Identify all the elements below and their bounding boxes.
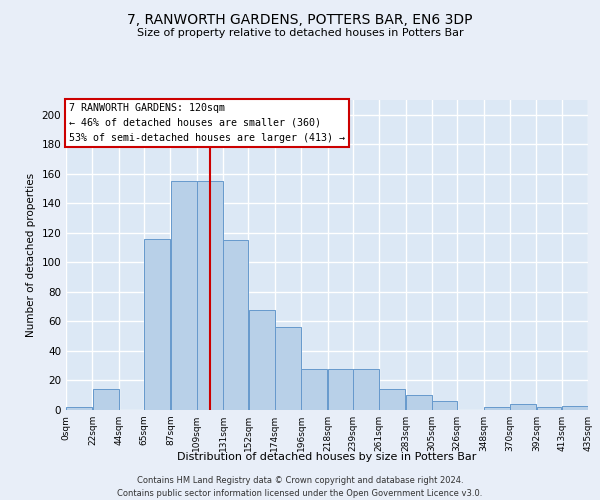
Bar	[536, 407, 562, 410]
Bar	[353, 368, 379, 410]
Bar	[301, 368, 328, 410]
Text: Distribution of detached houses by size in Potters Bar: Distribution of detached houses by size …	[178, 452, 476, 462]
Bar	[510, 404, 536, 410]
Bar	[170, 181, 197, 410]
Y-axis label: Number of detached properties: Number of detached properties	[26, 173, 36, 337]
Text: 7 RANWORTH GARDENS: 120sqm
← 46% of detached houses are smaller (360)
53% of sem: 7 RANWORTH GARDENS: 120sqm ← 46% of deta…	[68, 103, 344, 142]
Bar	[406, 395, 432, 410]
Text: 7, RANWORTH GARDENS, POTTERS BAR, EN6 3DP: 7, RANWORTH GARDENS, POTTERS BAR, EN6 3D…	[127, 12, 473, 26]
Bar	[379, 390, 406, 410]
Bar	[248, 310, 275, 410]
Bar	[92, 390, 119, 410]
Bar	[484, 407, 510, 410]
Bar	[562, 406, 588, 410]
Bar	[197, 181, 223, 410]
Bar	[328, 368, 353, 410]
Text: Size of property relative to detached houses in Potters Bar: Size of property relative to detached ho…	[137, 28, 463, 38]
Bar	[144, 239, 170, 410]
Bar	[66, 407, 92, 410]
Bar	[275, 328, 301, 410]
Text: Contains HM Land Registry data © Crown copyright and database right 2024.
Contai: Contains HM Land Registry data © Crown c…	[118, 476, 482, 498]
Bar	[432, 401, 457, 410]
Bar	[223, 240, 248, 410]
